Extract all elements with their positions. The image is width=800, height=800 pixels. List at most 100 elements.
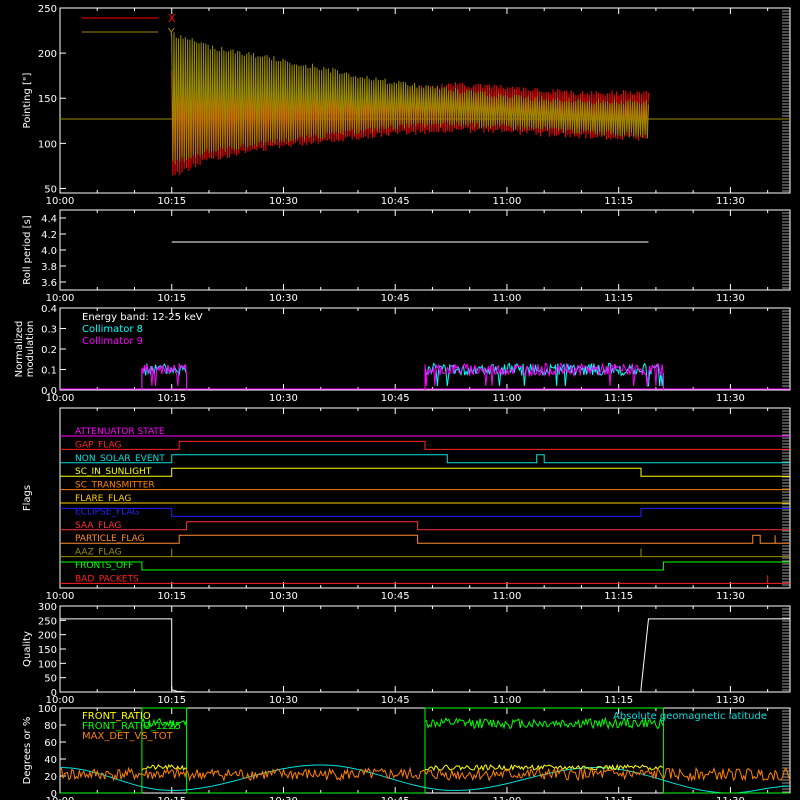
flag-label: PARTICLE_FLAG bbox=[75, 534, 145, 544]
x-tick-label: 10:00 bbox=[46, 393, 75, 404]
x-tick-label: 10:30 bbox=[269, 796, 298, 800]
y-tick-label: 50 bbox=[44, 184, 57, 195]
flag-line-gap-flag bbox=[60, 440, 790, 450]
legend-label: Collimator 8 bbox=[82, 324, 143, 335]
y-tick-label: 0.4 bbox=[41, 304, 57, 315]
x-tick-label: 10:45 bbox=[381, 293, 410, 304]
front-ratio-1225-series bbox=[141, 717, 188, 730]
x-tick-label: 10:00 bbox=[46, 196, 75, 207]
y-tick-label: 80 bbox=[44, 721, 57, 732]
legend-label: FRONT_RATIO bbox=[82, 711, 151, 722]
x-tick-label: 10:15 bbox=[157, 796, 186, 800]
flag-line-sc-in-sunlight bbox=[60, 467, 790, 477]
x-tick-label: 10:30 bbox=[269, 293, 298, 304]
legend-label: MAX_DET_VS_TOT bbox=[82, 731, 174, 742]
flag-label: FRONTS_OFF bbox=[75, 561, 133, 571]
y-tick-label: 150 bbox=[38, 94, 57, 105]
x-tick-label: 10:15 bbox=[157, 591, 186, 602]
y-axis-label: Quality bbox=[22, 631, 33, 667]
front-1225-envelope bbox=[60, 707, 790, 794]
x-tick-label: 10:45 bbox=[381, 695, 410, 706]
x-tick-label: 11:15 bbox=[604, 196, 633, 207]
y-axis-label: modulation bbox=[25, 321, 36, 378]
x-tick-label: 10:00 bbox=[46, 796, 75, 800]
flag-label: SC_IN_SUNLIGHT bbox=[75, 467, 152, 477]
x-tick-label: 10:30 bbox=[269, 695, 298, 706]
x-tick-label: 10:45 bbox=[381, 196, 410, 207]
flag-line-bad-packets bbox=[60, 575, 790, 584]
y-tick-label: 0.2 bbox=[41, 345, 57, 356]
x-tick-label: 10:30 bbox=[269, 196, 298, 207]
x-tick-label: 10:00 bbox=[46, 695, 75, 706]
flag-label: NON_SOLAR_EVENT bbox=[75, 454, 165, 464]
x-tick-label: 11:15 bbox=[604, 695, 633, 706]
y-tick-label: 100 bbox=[38, 659, 57, 670]
y-axis-label: Pointing ["] bbox=[22, 72, 33, 128]
x-tick-label: 11:30 bbox=[716, 196, 745, 207]
y-tick-label: 60 bbox=[44, 738, 57, 749]
flag-line-particle-flag bbox=[60, 534, 790, 544]
y-tick-label: 20 bbox=[44, 772, 57, 783]
flag-label: ECLIPSE_FLAG bbox=[75, 507, 139, 517]
x-tick-label: 11:30 bbox=[716, 591, 745, 602]
x-tick-label: 10:15 bbox=[157, 695, 186, 706]
quality-line bbox=[60, 618, 790, 693]
panel-flags: 10:00 10:15 10:30 10:45 11:00 11:15 11:30 Flags… bbox=[22, 407, 791, 602]
legend-label: FRONT_RATIO_1225 bbox=[82, 721, 181, 732]
y-tick-label: 0 bbox=[51, 789, 57, 800]
max-det-vs-tot-series bbox=[59, 766, 791, 782]
y-axis-label: Flags bbox=[22, 485, 33, 511]
x-tick-label: 11:00 bbox=[493, 196, 522, 207]
collimator-9-series bbox=[141, 363, 188, 390]
y-tick-label: 3.8 bbox=[41, 262, 57, 273]
panel-modulation: 10:00 10:15 10:30 10:45 11:00 11:15 11:30 0.0 0.… bbox=[14, 304, 791, 404]
x-tick-label: 11:00 bbox=[493, 293, 522, 304]
x-tick-label: 11:30 bbox=[716, 293, 745, 304]
y-tick-label: 200 bbox=[38, 49, 57, 60]
legend-label-x: X bbox=[168, 12, 176, 25]
legend-label-y: Y bbox=[167, 26, 175, 39]
y-tick-label: 0.3 bbox=[41, 325, 57, 336]
x-tick-label: 10:45 bbox=[381, 591, 410, 602]
panel-frame bbox=[59, 7, 791, 194]
front-ratio-1225-series bbox=[424, 716, 664, 730]
flag-label: SC_TRANSMITTER bbox=[75, 481, 155, 491]
x-tick-label: 10:00 bbox=[46, 591, 75, 602]
x-tick-label: 11:00 bbox=[493, 796, 522, 800]
y-tick-label: 300 bbox=[38, 602, 57, 613]
y-tick-label: 40 bbox=[44, 755, 57, 766]
flag-label: AAZ_FLAG bbox=[75, 548, 122, 558]
flag-line-non-solar-event bbox=[60, 454, 790, 464]
y-tick-label: 0 bbox=[51, 688, 57, 699]
x-tick-label: 10:30 bbox=[269, 591, 298, 602]
legend-label-latitude: Absolute geomagnetic latitude bbox=[613, 711, 767, 722]
x-tick-label: 11:15 bbox=[604, 591, 633, 602]
flag-label: ATTENUATOR STATE bbox=[75, 427, 165, 437]
y-tick-label: 4.4 bbox=[41, 214, 57, 225]
x-tick-label: 11:15 bbox=[604, 796, 633, 800]
y-tick-label: 250 bbox=[38, 616, 57, 627]
flag-label: SAA_FLAG bbox=[75, 521, 121, 531]
flag-line-aaz-flag bbox=[60, 548, 790, 558]
x-tick-label: 10:30 bbox=[269, 393, 298, 404]
y-tick-label: 4.0 bbox=[41, 246, 57, 257]
x-tick-label: 11:00 bbox=[493, 393, 522, 404]
flag-label: GAP_FLAG bbox=[75, 440, 121, 450]
x-tick-label: 10:00 bbox=[46, 293, 75, 304]
flag-line-fronts-off bbox=[60, 561, 790, 571]
y-axis-label: Roll period [s] bbox=[22, 215, 33, 284]
panel-roll: 10:00 10:15 10:30 10:45 11:00 11:15 11:30 3.6 3.… bbox=[22, 209, 791, 304]
x-tick-label: 10:45 bbox=[381, 796, 410, 800]
collimator-9-series bbox=[424, 362, 664, 390]
x-tick-label: 10:45 bbox=[381, 393, 410, 404]
y-tick-label: 0.1 bbox=[41, 366, 57, 377]
legend-label: Collimator 9 bbox=[82, 336, 143, 347]
y-tick-label: 100 bbox=[38, 704, 57, 715]
panel-quality: 10:00 10:15 10:30 10:45 11:00 11:15 11:30 0 50 10… bbox=[22, 602, 791, 706]
x-tick-label: 11:30 bbox=[716, 796, 745, 800]
y-axis-label: Normalized bbox=[14, 321, 25, 378]
y-tick-label: 200 bbox=[38, 631, 57, 642]
x-tick-label: 10:15 bbox=[157, 196, 186, 207]
flag-line-eclipse-flag bbox=[60, 507, 790, 517]
